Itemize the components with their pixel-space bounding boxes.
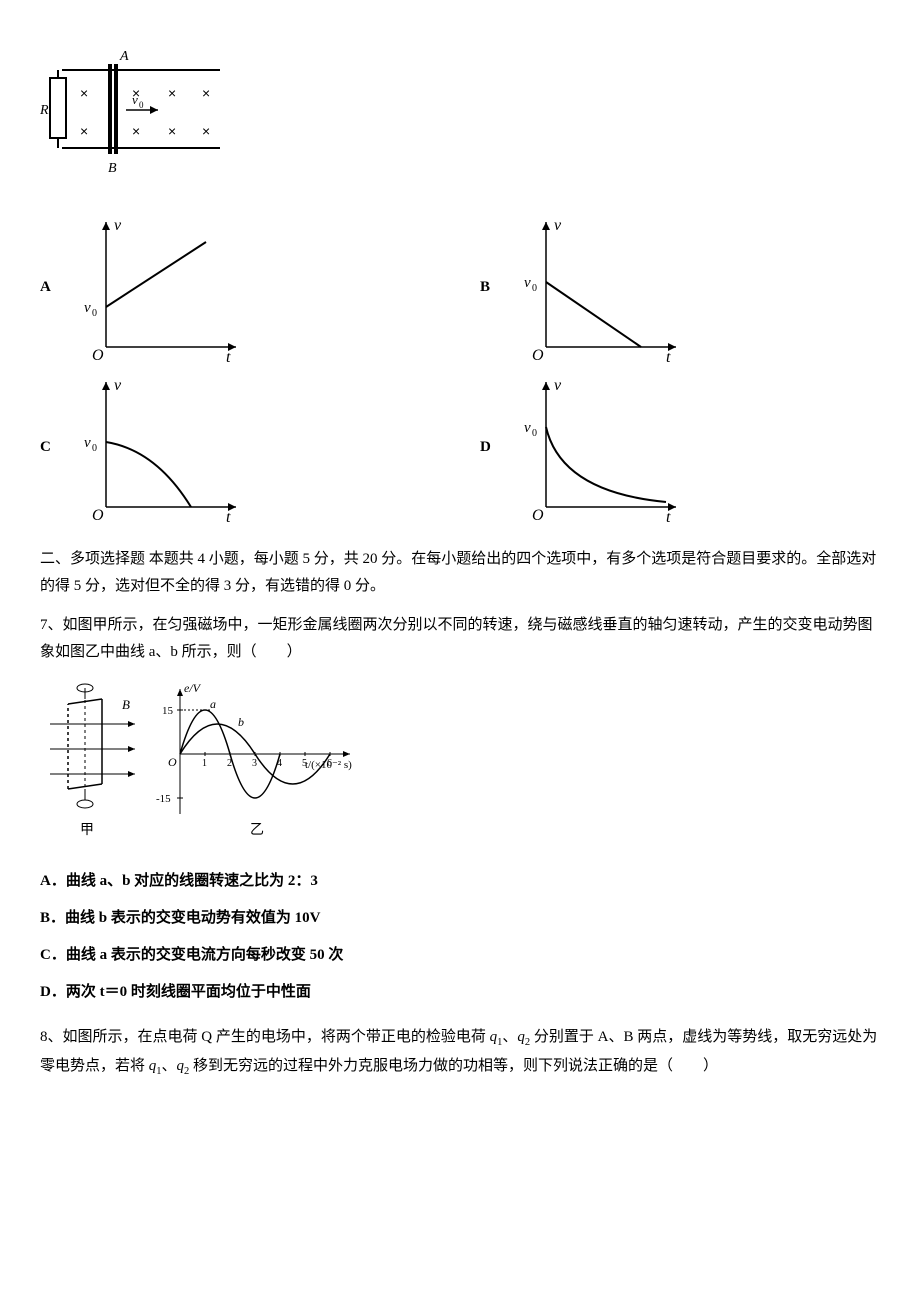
svg-text:0: 0 xyxy=(532,428,537,439)
option-a-label: A xyxy=(40,274,64,301)
svg-text:O: O xyxy=(532,507,544,522)
svg-text:v: v xyxy=(84,435,91,451)
svg-text:×: × xyxy=(80,85,88,101)
svg-text:0: 0 xyxy=(532,283,537,294)
q7-figure: B 甲 e/V t/(×10⁻² s) O 15 -15 xyxy=(40,674,880,844)
svg-text:×: × xyxy=(132,85,140,101)
q8-s1: 8、如图所示，在点电荷 Q 产生的电场中，将两个带正电的检验电荷 xyxy=(40,1029,490,1045)
option-d: D v t O v 0 xyxy=(480,372,880,522)
q8-stem: 8、如图所示，在点电荷 Q 产生的电场中，将两个带正电的检验电荷 q1、q2 分… xyxy=(40,1024,880,1082)
svg-text:3: 3 xyxy=(252,758,257,769)
svg-text:×: × xyxy=(80,123,88,139)
option-a: A v t O v 0 xyxy=(40,212,440,362)
graph-c-svg: v t O v 0 xyxy=(76,372,246,522)
svg-text:t: t xyxy=(226,509,231,522)
svg-text:×: × xyxy=(132,123,140,139)
svg-text:0: 0 xyxy=(139,100,144,110)
svg-text:5: 5 xyxy=(302,758,307,769)
q7-choice-b: B．曲线 b 表示的交变电动势有效值为 10V xyxy=(40,905,880,932)
svg-text:v: v xyxy=(524,275,531,291)
svg-text:×: × xyxy=(202,85,210,101)
q8-s4: 移到无穷远的过程中外力克服电场力做的功相等，则下列说法正确的是（ ） xyxy=(189,1058,718,1074)
svg-text:6: 6 xyxy=(327,758,332,769)
svg-text:B: B xyxy=(122,697,130,712)
q7-stem: 7、如图甲所示，在匀强磁场中，一矩形金属线圈两次分别以不同的转速，绕与磁感线垂直… xyxy=(40,612,880,666)
svg-text:×: × xyxy=(168,85,176,101)
q8-s2b: 、 xyxy=(162,1058,177,1074)
svg-text:e/V: e/V xyxy=(184,681,202,695)
q8-q2: q xyxy=(517,1029,525,1045)
svg-text:0: 0 xyxy=(92,308,97,319)
svg-text:t: t xyxy=(226,349,231,362)
q8-q1: q xyxy=(490,1029,498,1045)
q7-choice-c: C．曲线 a 表示的交变电流方向每秒改变 50 次 xyxy=(40,942,880,969)
option-c-label: C xyxy=(40,434,64,461)
svg-text:0: 0 xyxy=(92,443,97,454)
svg-text:15: 15 xyxy=(162,705,174,717)
svg-text:1: 1 xyxy=(202,758,207,769)
option-d-label: D xyxy=(480,434,504,461)
svg-text:O: O xyxy=(168,755,177,769)
svg-text:乙: 乙 xyxy=(250,822,264,838)
svg-text:v: v xyxy=(554,217,562,234)
q8-s2: 、 xyxy=(502,1029,517,1045)
svg-text:a: a xyxy=(210,697,216,711)
section-2-title: 二、多项选择题 本题共 4 小题，每小题 5 分，共 20 分。在每小题给出的四… xyxy=(40,546,880,600)
q7-choice-a: A．曲线 a、b 对应的线圈转速之比为 2：3 xyxy=(40,868,880,895)
svg-text:甲: 甲 xyxy=(80,823,94,838)
svg-text:v: v xyxy=(524,420,531,436)
option-b: B v t O v 0 xyxy=(480,212,880,362)
svg-text:O: O xyxy=(92,507,104,522)
svg-text:v: v xyxy=(114,217,122,234)
svg-text:-15: -15 xyxy=(156,793,171,805)
svg-text:×: × xyxy=(168,123,176,139)
svg-text:B: B xyxy=(108,161,117,176)
graph-b-svg: v t O v 0 xyxy=(516,212,686,362)
graph-d-svg: v t O v 0 xyxy=(516,372,686,522)
circuit-figure: A R B v 0 × × × × × × × × xyxy=(40,48,880,188)
option-b-label: B xyxy=(480,274,504,301)
svg-text:×: × xyxy=(202,123,210,139)
svg-text:O: O xyxy=(532,347,544,362)
q8-q2b: q xyxy=(177,1058,185,1074)
q7-svg: B 甲 e/V t/(×10⁻² s) O 15 -15 xyxy=(40,674,360,844)
svg-text:b: b xyxy=(238,715,244,729)
circuit-svg: A R B v 0 × × × × × × × × xyxy=(40,48,220,188)
q7-stem-text: 7、如图甲所示，在匀强磁场中，一矩形金属线圈两次分别以不同的转速，绕与磁感线垂直… xyxy=(40,617,873,660)
svg-text:v: v xyxy=(554,377,562,394)
svg-text:R: R xyxy=(40,103,49,118)
svg-text:A: A xyxy=(119,49,129,64)
option-c: C v t O v 0 xyxy=(40,372,440,522)
svg-text:O: O xyxy=(92,347,104,362)
svg-text:v: v xyxy=(114,377,122,394)
svg-text:v: v xyxy=(84,300,91,316)
graph-a-svg: v t O v 0 xyxy=(76,212,246,362)
svg-text:t: t xyxy=(666,509,671,522)
svg-text:t: t xyxy=(666,349,671,362)
q7-choice-d: D．两次 t＝0 时刻线圈平面均位于中性面 xyxy=(40,979,880,1006)
vt-options-grid: A v t O v 0 B v t O v 0 C xyxy=(40,212,880,522)
